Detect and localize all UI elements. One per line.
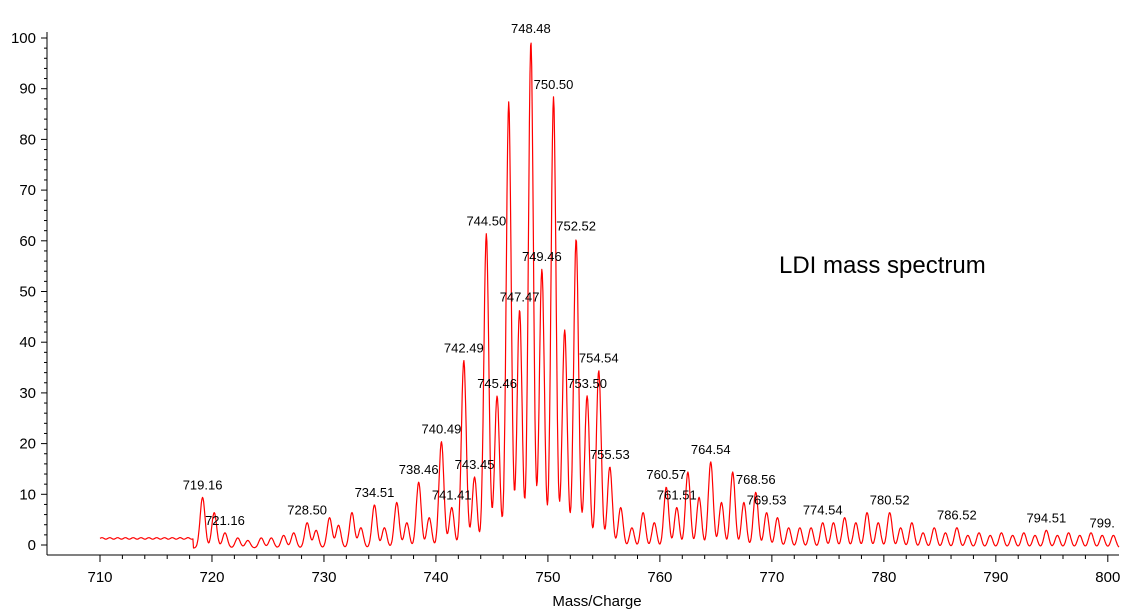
x-tick-label: 790 xyxy=(983,569,1008,586)
y-tick-label: 10 xyxy=(19,486,36,503)
peak-label: 749.46 xyxy=(522,249,562,264)
spectrum-line xyxy=(99,42,1120,549)
y-tick-label: 0 xyxy=(28,537,36,554)
peak-label: 755.53 xyxy=(590,447,630,462)
x-tick-label: 710 xyxy=(87,569,112,586)
y-tick-label: 90 xyxy=(19,81,36,98)
peak-label: 748.48 xyxy=(511,21,551,36)
peak-label: 752.52 xyxy=(556,219,596,234)
peak-label: 774.54 xyxy=(803,503,843,518)
x-tick-label: 750 xyxy=(535,569,560,586)
peak-label: 744.50 xyxy=(466,214,506,229)
y-tick-label: 30 xyxy=(19,385,36,402)
x-tick-label: 760 xyxy=(647,569,672,586)
peak-label: 768.56 xyxy=(736,472,776,487)
peak-label: 743.45 xyxy=(455,457,495,472)
spectrum-trace xyxy=(99,42,1120,549)
peak-label: 799. xyxy=(1090,515,1115,530)
y-tick-label: 50 xyxy=(19,284,36,301)
peak-labels: 719.16 721.16 728.50 734.51 738.46 740.49 741.… xyxy=(183,21,1115,530)
x-tick-label: 800 xyxy=(1095,569,1120,586)
peak-label: 738.46 xyxy=(399,462,439,477)
y-axis-ticks: 0 10 20 30 40 50 60 70 80 90 100 xyxy=(11,30,47,554)
peak-label: 760.57 xyxy=(646,467,686,482)
x-tick-label: 720 xyxy=(199,569,224,586)
x-tick-label: 740 xyxy=(423,569,448,586)
x-tick-label: 730 xyxy=(311,569,336,586)
chart-annotation: LDI mass spectrum xyxy=(779,252,986,279)
x-axis-ticks: 710 720 730 740 750 760 770 780 790 800 xyxy=(87,555,1120,586)
x-axis-title: Mass/Charge xyxy=(552,593,641,610)
peak-label: 754.54 xyxy=(579,351,619,366)
x-tick-label: 780 xyxy=(871,569,896,586)
peak-label: 745.46 xyxy=(477,376,517,391)
peak-label: 741.41 xyxy=(432,487,472,502)
peak-label: 719.16 xyxy=(183,477,223,492)
peak-label: 742.49 xyxy=(444,340,484,355)
peak-label: 786.52 xyxy=(937,508,977,523)
y-tick-label: 40 xyxy=(19,334,36,351)
peak-label: 764.54 xyxy=(691,442,731,457)
peak-label: 721.16 xyxy=(205,513,245,528)
peak-label: 753.50 xyxy=(567,376,607,391)
peak-label: 761.51 xyxy=(657,487,697,502)
peak-label: 750.50 xyxy=(534,77,574,92)
y-tick-label: 70 xyxy=(19,182,36,199)
peak-label: 747.47 xyxy=(500,290,540,305)
peak-label: 794.51 xyxy=(1026,510,1066,525)
y-tick-label: 100 xyxy=(11,30,36,47)
peak-label: 740.49 xyxy=(422,422,462,437)
y-tick-label: 20 xyxy=(19,436,36,453)
x-tick-label: 770 xyxy=(759,569,784,586)
peak-label: 780.52 xyxy=(870,493,910,508)
y-tick-label: 60 xyxy=(19,233,36,250)
peak-label: 734.51 xyxy=(355,485,395,500)
peak-label: 728.50 xyxy=(287,503,327,518)
peak-label: 769.53 xyxy=(747,493,787,508)
y-tick-label: 80 xyxy=(19,131,36,148)
